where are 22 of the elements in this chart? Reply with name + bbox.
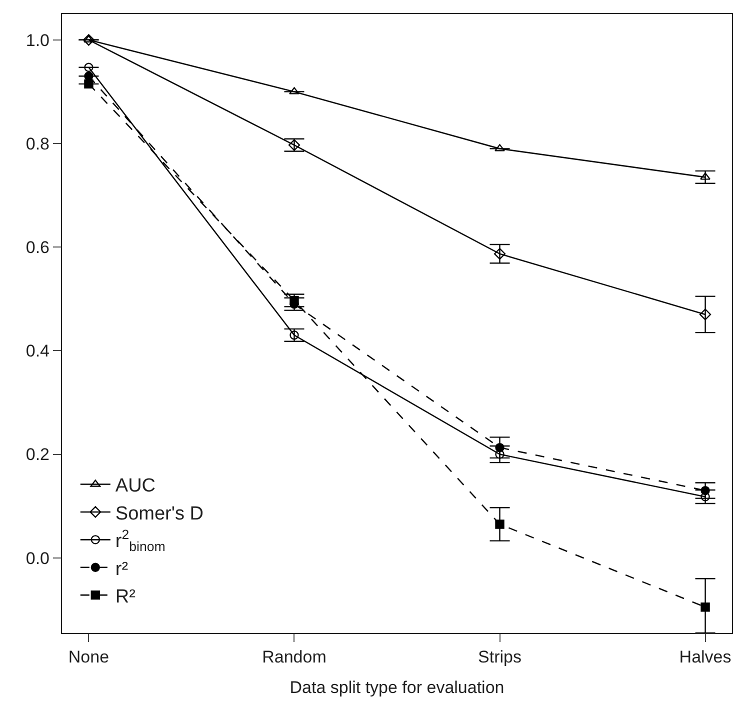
legend-label: AUC (115, 476, 156, 497)
x-tick-label: Strips (478, 648, 522, 666)
x-axis-title: Data split type for evaluation (290, 678, 504, 697)
point (700, 172, 710, 180)
point (494, 144, 505, 152)
y-tick-label: 0.2 (26, 445, 50, 464)
point (84, 79, 94, 89)
point (495, 520, 504, 529)
point (700, 602, 710, 612)
y-tick-label: 1.0 (26, 30, 50, 50)
y-tick-label: 0.0 (26, 548, 50, 568)
x-tick-label: Halves (679, 648, 732, 666)
y-tick-label: 0.8 (26, 134, 50, 154)
x-tick-label: None (68, 648, 110, 666)
point (84, 35, 94, 42)
legend-label: R² (115, 586, 136, 608)
y-tick-label: 0.4 (26, 342, 50, 361)
point (289, 87, 300, 94)
legend-label: r² (115, 558, 128, 580)
legend-label: Somer's D (115, 503, 204, 524)
y-tick-label: 0.6 (26, 238, 50, 258)
x-tick-label: Random (262, 648, 326, 666)
